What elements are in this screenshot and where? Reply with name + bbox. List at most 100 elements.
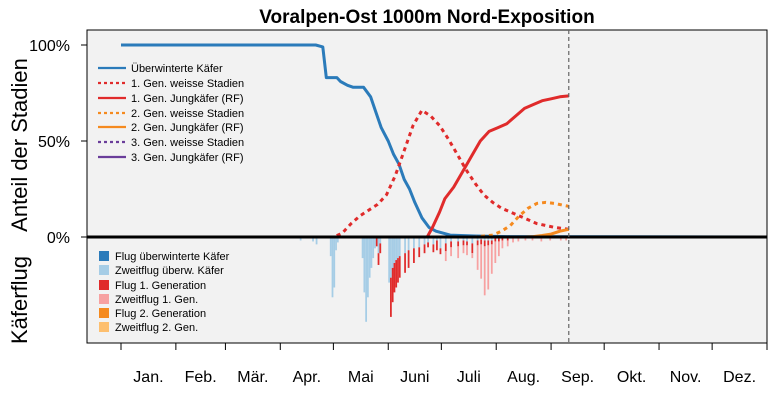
flight-bar [363, 238, 366, 293]
flight-bar [457, 241, 460, 247]
flight-bar [398, 238, 401, 257]
flight-bar [404, 253, 406, 273]
flight-bar [393, 238, 396, 263]
flight-bar [390, 238, 392, 278]
flight-bar [377, 253, 380, 265]
flight-bar [391, 267, 394, 303]
y-axis-label-lower: Käferflug [7, 256, 32, 344]
flight-bar [315, 238, 318, 245]
flight-bar [512, 238, 514, 243]
flight-bar [483, 238, 486, 241]
flight-bar [427, 238, 429, 243]
flight-bar [404, 238, 406, 254]
flight-bar [413, 248, 415, 263]
flight-bar [331, 238, 334, 298]
flight-bar [490, 244, 493, 274]
legend-swatch [99, 280, 109, 290]
x-tick-label: Okt. [617, 369, 646, 386]
flight-bar [466, 238, 468, 242]
x-tick-label: Apr. [293, 369, 321, 386]
flight-bar [531, 238, 534, 241]
flight-bar [483, 240, 486, 247]
flight-bar [329, 238, 332, 257]
flight-bar [476, 245, 479, 270]
flight-bar [423, 238, 426, 245]
flight-bar [524, 238, 527, 241]
flight-bar [471, 238, 474, 244]
y-tick-label: 100% [29, 38, 70, 55]
legend-label: Zweitflug 1. Gen. [115, 294, 198, 306]
flight-bar [471, 253, 474, 259]
flight-bar [391, 238, 394, 268]
flight-bar [444, 243, 447, 252]
flight-bar [436, 238, 438, 241]
flight-bar [480, 239, 483, 245]
flight-bar [361, 238, 364, 259]
flight-bar [494, 241, 497, 263]
flight-bar [370, 238, 373, 268]
flight-bar [466, 245, 468, 256]
x-axis: Jan. Feb. Mär. Apr. Mai Juni Juli Aug. Sep. Okt. N… [120, 343, 768, 386]
flight-bar [471, 243, 474, 254]
flight-bar [299, 238, 302, 241]
flight-bar [439, 238, 442, 249]
chart-title: Voralpen-Ost 1000m Nord-Exposition [259, 7, 594, 28]
series-line-0 [121, 43, 768, 239]
legend-swatch [99, 308, 109, 318]
y-tick-label: 0% [47, 230, 70, 247]
legend-label: Flug überwinterte Käfer [115, 251, 230, 263]
flight-bar [367, 238, 369, 298]
legend-label: 2. Gen. Jungkäfer (RF) [131, 122, 244, 134]
legend-upper: Überwinterte Käfer 1. Gen. weisse Stadie… [98, 63, 244, 164]
flight-bar [450, 247, 452, 257]
flight-bar [388, 238, 391, 283]
flight-bar [462, 238, 465, 241]
x-tick-label: Juli [457, 369, 481, 386]
flight-bar [540, 238, 543, 242]
flight-bar [398, 256, 401, 278]
x-tick-label: Mai [348, 369, 374, 386]
legend-label: 1. Gen. weisse Stadien [131, 78, 244, 90]
flight-bar [379, 238, 382, 244]
series-line-2 [121, 94, 569, 239]
flight-bar [549, 238, 552, 241]
flight-bar [375, 238, 378, 247]
y-tick-label: 50% [38, 134, 70, 151]
flight-bar [487, 238, 490, 241]
flight-bars [299, 238, 568, 322]
flight-bar [490, 240, 493, 245]
flight-bar [480, 244, 483, 279]
flight-bar [395, 260, 398, 288]
flight-bar [418, 247, 421, 258]
flight-bar [395, 238, 398, 261]
flight-bar [450, 241, 452, 248]
flight-bar [487, 240, 490, 246]
x-tick-label: Jan. [133, 369, 163, 386]
flight-bar [466, 241, 468, 246]
flight-bar [444, 238, 447, 244]
flight-bar [377, 238, 380, 254]
x-tick-label: Mär. [237, 369, 268, 386]
flight-bar [413, 238, 415, 249]
plot-area [86, 29, 768, 344]
flight-bar [457, 246, 460, 259]
legend-label: Flug 1. Generation [115, 280, 206, 292]
legend-swatch [99, 294, 109, 304]
flight-bar [418, 238, 421, 248]
flight-bar [450, 238, 452, 242]
x-tick-label: Feb. [185, 369, 217, 386]
flight-bar [432, 238, 435, 245]
legend-lower: Flug überwinterte Käfer Zweitflug überw.… [99, 251, 230, 334]
flight-bar [462, 245, 465, 254]
flight-bar [497, 238, 500, 242]
flight-bar [501, 240, 504, 249]
legend-label: Zweitflug 2. Gen. [115, 322, 198, 334]
flight-bar [506, 238, 509, 241]
flight-bar [444, 251, 447, 262]
x-tick-label: Dez. [723, 369, 756, 386]
flight-bar [407, 250, 410, 268]
x-tick-label: Aug. [507, 369, 540, 386]
legend-label: Überwinterte Käfer [131, 63, 223, 75]
flight-bar [517, 238, 520, 242]
